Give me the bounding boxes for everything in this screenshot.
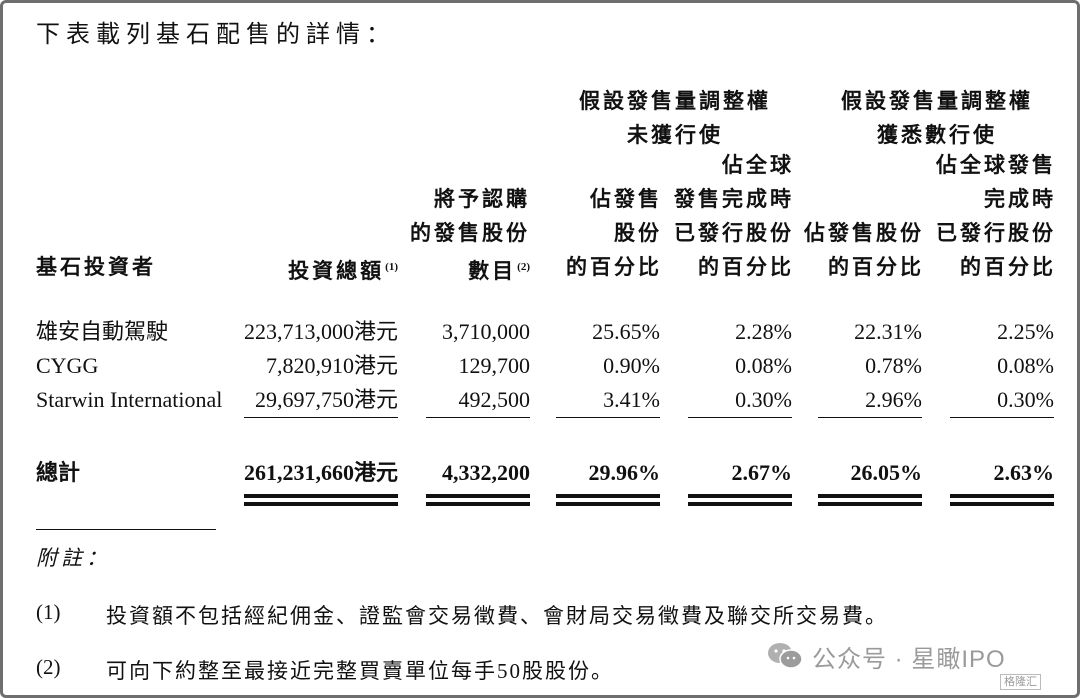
header-shares-line1: 將予認購 [434,187,530,211]
header-pct-b-line3: 已發行股份 [674,221,794,245]
subtotal-rule-investment [244,417,398,418]
total-rule-investment-bottom [244,502,398,506]
table-row-pct-a: 0.90% [603,353,660,378]
header-pct-a-line3: 的百分比 [566,255,662,279]
group-header-fully-line2: 獲悉數行使 [877,123,997,147]
wechat-icon [768,643,803,669]
group-header-unexercised-line2: 未獲行使 [627,123,723,147]
table-row-pct-c: 2.96% [865,387,922,412]
total-pct-d: 2.63% [993,460,1055,485]
header-shares-note: (2) [517,261,530,273]
header-pct-d-line4: 的百分比 [960,255,1056,279]
group-header-unexercised: 假設發售量調整權 未獲行使 [560,84,790,152]
header-pct-a: 佔發售 股份 的百分比 [540,182,662,284]
table-row-pct-d: 2.25% [997,319,1054,344]
table-row-investment: 223,713,000港元 [243,319,398,344]
total-rule-pct-c-top [818,494,922,498]
table-row-pct-d: 0.30% [997,387,1054,412]
header-pct-b: 佔全球 發售完成時 已發行股份 的百分比 [664,148,794,284]
total-label: 總計 [36,460,81,485]
table-row-pct-b: 0.30% [735,387,792,412]
total-rule-pct-b-bottom [688,502,792,506]
subtotal-rule-pct-c [818,417,922,418]
total-rule-pct-c-bottom [818,502,922,506]
header-investor: 基石投資者 [36,255,156,279]
total-rule-shares-top [426,494,530,498]
total-pct-c: 26.05% [850,460,923,485]
table-row-pct-c: 22.31% [854,319,922,344]
total-rule-shares-bottom [426,502,530,506]
header-pct-c-line2: 的百分比 [828,255,924,279]
notes-label: 附註： [36,546,111,570]
total-rule-investment-top [244,494,398,498]
table-row-shares: 492,500 [458,387,531,412]
header-pct-d-line1: 佔全球發售 [936,153,1056,177]
total-investment: 261,231,660港元 [243,460,398,485]
header-pct-b-line2: 發售完成時 [674,187,794,211]
total-rule-pct-a-bottom [556,502,660,506]
table-row-pct-a: 3.41% [603,387,660,412]
total-rule-pct-a-top [556,494,660,498]
subtotal-rule-pct-d [950,417,1054,418]
table-row-pct-a: 25.65% [592,319,660,344]
table-row-investment: 7,820,910港元 [265,353,398,378]
table-row-pct-c: 0.78% [865,353,922,378]
header-shares: 將予認購 的發售股份 數目(2) [400,182,530,288]
notes-divider [36,529,216,530]
note-text: 投資額不包括經紀佣金、證監會交易徵費、會財局交易徵費及聯交所交易費。 [106,604,888,628]
table-row-investor: 雄安自動駕駛 [36,319,169,344]
group-header-fully-line1: 假設發售量調整權 [841,89,1033,113]
header-pct-b-line4: 的百分比 [698,255,794,279]
subtotal-rule-shares [426,417,530,418]
header-pct-c: 佔發售股份 的百分比 [796,216,924,284]
subtotal-rule-pct-a [556,417,660,418]
header-shares-line3: 數目 [468,259,517,283]
note-number: (1) [36,600,61,624]
table-row-pct-b: 2.28% [735,319,792,344]
note-text: 可向下約整至最接近完整買賣單位每手50股股份。 [106,659,614,683]
table-row-investor: Starwin International [36,387,223,412]
total-pct-a: 29.96% [588,460,661,485]
group-header-fully-exercised: 假設發售量調整權 獲悉數行使 [822,84,1052,152]
page-title: 下表載列基石配售的詳情： [36,22,396,48]
watermark: 公众号 · 星瞰IPO [766,636,1056,676]
header-pct-b-line1: 佔全球 [722,153,794,177]
header-pct-a-line1: 佔發售 [590,187,662,211]
header-investment-note: (1) [385,261,398,273]
note-number: (2) [36,655,61,679]
group-header-unexercised-line1: 假設發售量調整權 [579,89,771,113]
header-pct-d-line3: 已發行股份 [936,221,1056,245]
total-shares: 4,332,200 [442,460,530,485]
table-row-shares: 129,700 [458,353,531,378]
header-pct-d: 佔全球發售 完成時 已發行股份 的百分比 [928,148,1056,284]
header-investment-label: 投資總額 [288,259,385,283]
table-row-shares: 3,710,000 [442,319,530,344]
total-rule-pct-d-bottom [950,502,1054,506]
table-row-pct-d: 0.08% [997,353,1054,378]
subtotal-rule-pct-b [688,417,792,418]
header-pct-d-line2: 完成時 [984,187,1056,211]
header-pct-c-line1: 佔發售股份 [804,221,924,245]
total-rule-pct-d-top [950,494,1054,498]
corner-mark: 格隆汇 [1000,674,1041,690]
table-row-investment: 29,697,750港元 [254,387,398,412]
watermark-text: 公众号 · 星瞰IPO [812,645,1006,673]
total-rule-pct-b-top [688,494,792,498]
table-row-investor: CYGG [36,353,99,378]
total-pct-b: 2.67% [731,460,793,485]
header-pct-a-line2: 股份 [614,221,662,245]
header-shares-line2: 的發售股份 [410,221,530,245]
header-investment: 投資總額(1) [240,250,398,288]
table-row-pct-b: 0.08% [735,353,792,378]
